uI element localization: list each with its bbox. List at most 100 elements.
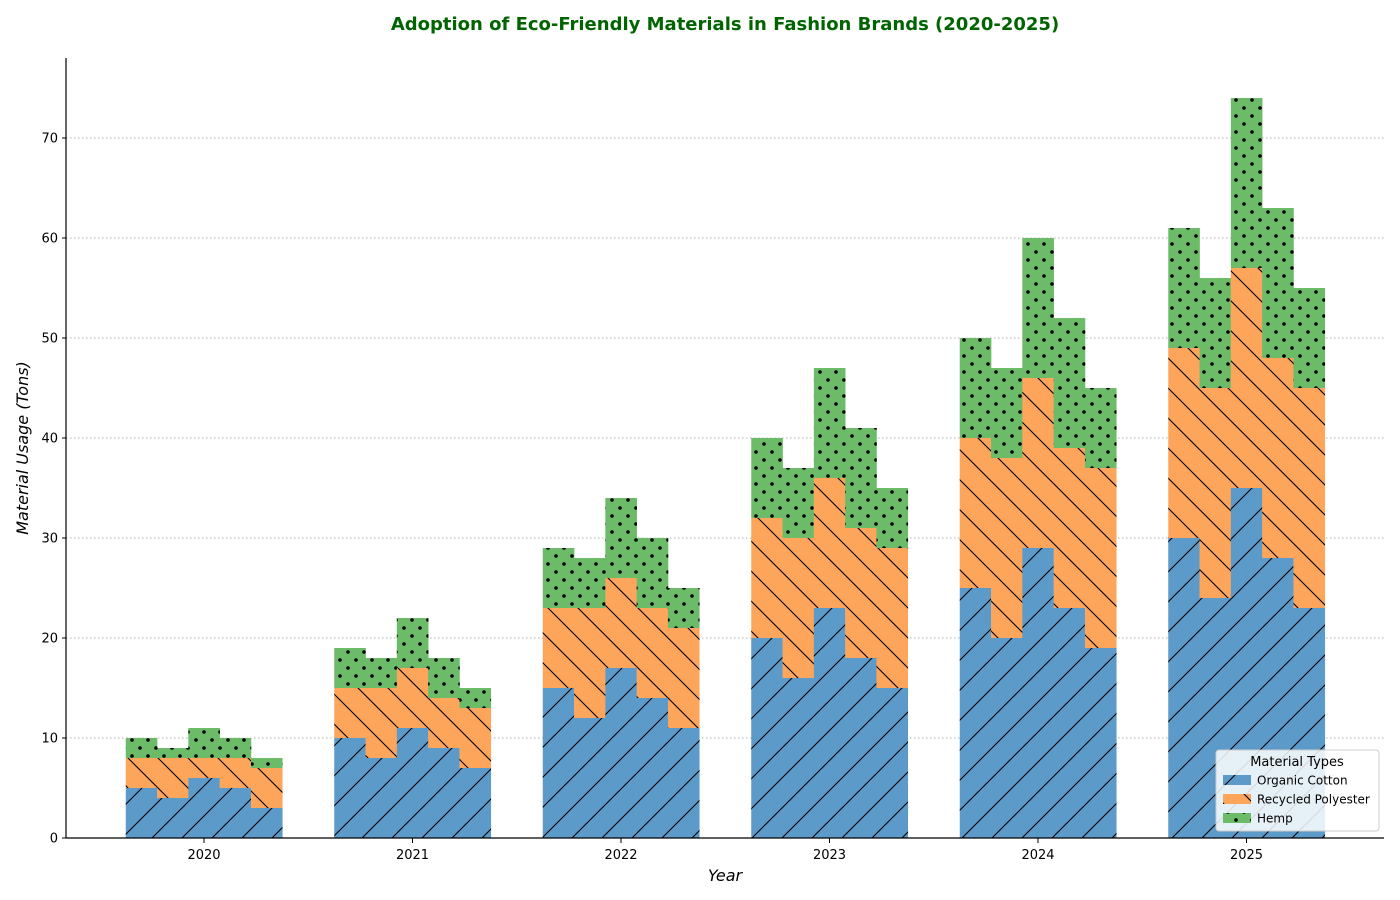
- bar-recycled-polyester-2022-3-hatch: [605, 578, 637, 668]
- bar-recycled-polyester-2025-2-hatch: [1199, 388, 1232, 598]
- bar-recycled-polyester-2022-4-hatch: [636, 608, 669, 698]
- bar-hemp-2023-5-hatch: [876, 488, 909, 548]
- legend-item-recycled-polyester: Recycled Polyester: [1223, 793, 1370, 807]
- bar-hemp-2025-1-hatch: [1168, 228, 1200, 348]
- legend-title: Material Types: [1250, 755, 1344, 770]
- bar-hemp-2022-3-hatch: [605, 498, 637, 578]
- bars: [125, 98, 1326, 838]
- y-axis-label: Material Usage (Tons): [13, 361, 32, 535]
- bar-group-2023: [751, 368, 909, 838]
- y-tick-label: 40: [41, 432, 58, 447]
- x-tick-label: 2020: [187, 848, 220, 863]
- bar-organic-cotton-2022-1-hatch: [542, 688, 575, 838]
- bar-group-2024: [959, 238, 1117, 838]
- bar-recycled-polyester-2024-1-hatch: [959, 438, 992, 588]
- bar-recycled-polyester-2023-4-hatch: [845, 528, 877, 658]
- bar-recycled-polyester-2021-2-hatch: [365, 688, 398, 758]
- bar-organic-cotton-2021-1-hatch: [334, 738, 366, 838]
- bar-recycled-polyester-2020-3-hatch: [188, 758, 220, 778]
- x-tick-label: 2023: [813, 848, 846, 863]
- bar-organic-cotton-2024-4-hatch: [1053, 608, 1086, 838]
- bar-group-2020: [125, 728, 283, 838]
- x-tick-label: 2025: [1230, 848, 1263, 863]
- bar-hemp-2025-4-hatch: [1262, 208, 1294, 358]
- x-tick-label: 2024: [1021, 848, 1054, 863]
- bar-hemp-2020-2-hatch: [157, 748, 189, 758]
- legend-label: Hemp: [1257, 812, 1293, 826]
- bar-hemp-2021-1-hatch: [334, 648, 366, 688]
- bar-organic-cotton-2020-5-hatch: [250, 808, 283, 838]
- bar-hemp-2025-5-hatch: [1293, 288, 1326, 388]
- legend-item-hemp: Hemp: [1223, 812, 1293, 826]
- x-tick-label: 2022: [604, 848, 637, 863]
- bar-recycled-polyester-2022-5-hatch: [667, 628, 700, 728]
- bar-hemp-2020-5-hatch: [250, 758, 283, 768]
- bar-organic-cotton-2024-5-hatch: [1084, 648, 1117, 838]
- bar-organic-cotton-2023-4-hatch: [845, 658, 877, 838]
- bar-hemp-2023-4-hatch: [845, 428, 877, 528]
- bar-organic-cotton-2022-5-hatch: [667, 728, 700, 838]
- legend-box: [1215, 749, 1380, 832]
- bar-hemp-2024-1-hatch: [959, 338, 992, 438]
- y-tick-label: 30: [41, 532, 58, 547]
- bar-organic-cotton-2022-4-hatch: [636, 698, 669, 838]
- bar-hemp-2025-2-hatch: [1199, 278, 1232, 388]
- y-tick-label: 0: [50, 832, 58, 847]
- bar-hemp-2022-1-hatch: [542, 548, 575, 608]
- bar-organic-cotton-2023-2-hatch: [782, 678, 815, 838]
- bar-recycled-polyester-2023-5-hatch: [876, 548, 909, 688]
- legend-swatch-hatch: [1223, 775, 1251, 785]
- bar-hemp-2020-1-hatch: [125, 738, 158, 758]
- bar-recycled-polyester-2020-1-hatch: [125, 758, 158, 788]
- bar-recycled-polyester-2023-1-hatch: [751, 518, 783, 638]
- bar-organic-cotton-2021-5-hatch: [459, 768, 492, 838]
- bar-hemp-2025-3-hatch: [1230, 98, 1263, 268]
- bar-organic-cotton-2020-4-hatch: [219, 788, 252, 838]
- bar-group-2022: [542, 498, 700, 838]
- bar-hemp-2020-4-hatch: [219, 738, 252, 758]
- bar-group-2021: [334, 618, 492, 838]
- bar-organic-cotton-2023-5-hatch: [876, 688, 909, 838]
- legend: Material Types Organic Cotton Recycled Po…: [1215, 749, 1380, 832]
- bar-organic-cotton-2021-2-hatch: [365, 758, 398, 838]
- legend-label: Recycled Polyester: [1257, 793, 1370, 807]
- bar-hemp-2021-2-hatch: [365, 658, 398, 688]
- bar-recycled-polyester-2025-3-hatch: [1230, 268, 1263, 488]
- bar-hemp-2024-2-hatch: [991, 368, 1023, 458]
- bar-recycled-polyester-2024-5-hatch: [1084, 468, 1117, 648]
- bar-organic-cotton-2022-3-hatch: [605, 668, 637, 838]
- legend-item-organic-cotton: Organic Cotton: [1223, 774, 1348, 788]
- bar-hemp-2022-2-hatch: [574, 558, 606, 608]
- bar-recycled-polyester-2024-4-hatch: [1053, 448, 1086, 608]
- bar-organic-cotton-2020-2-hatch: [157, 798, 189, 838]
- bar-organic-cotton-2022-2-hatch: [574, 718, 606, 838]
- bar-recycled-polyester-2023-2-hatch: [782, 538, 815, 678]
- bar-organic-cotton-2020-3-hatch: [188, 778, 220, 838]
- bar-recycled-polyester-2022-1-hatch: [542, 608, 575, 688]
- bar-recycled-polyester-2024-3-hatch: [1022, 378, 1054, 548]
- y-tick-label: 20: [41, 632, 58, 647]
- bar-recycled-polyester-2020-5-hatch: [250, 768, 283, 808]
- x-tick-label: 2021: [396, 848, 429, 863]
- bar-hemp-2021-3-hatch: [396, 618, 429, 668]
- bar-hemp-2021-5-hatch: [459, 688, 492, 708]
- y-tick-label: 60: [41, 232, 58, 247]
- bar-hemp-2020-3-hatch: [188, 728, 220, 758]
- legend-swatch-hatch: [1223, 794, 1251, 804]
- x-axis-label: Year: [708, 866, 744, 885]
- bar-recycled-polyester-2025-4-hatch: [1262, 358, 1294, 558]
- y-tick-label: 70: [41, 132, 58, 147]
- bar-organic-cotton-2023-3-hatch: [813, 608, 846, 838]
- bar-organic-cotton-2021-3-hatch: [396, 728, 429, 838]
- bar-hemp-2024-3-hatch: [1022, 238, 1054, 378]
- bar-hemp-2022-4-hatch: [636, 538, 669, 608]
- y-tick-label: 50: [41, 332, 58, 347]
- bar-recycled-polyester-2023-3-hatch: [813, 478, 846, 608]
- chart-title: Adoption of Eco-Friendly Materials in Fa…: [391, 14, 1059, 35]
- bar-organic-cotton-2024-3-hatch: [1022, 548, 1054, 838]
- legend-swatch-hatch: [1223, 813, 1251, 823]
- bar-hemp-2023-2-hatch: [782, 468, 815, 538]
- bar-organic-cotton-2021-4-hatch: [428, 748, 460, 838]
- bar-recycled-polyester-2025-1-hatch: [1168, 348, 1200, 538]
